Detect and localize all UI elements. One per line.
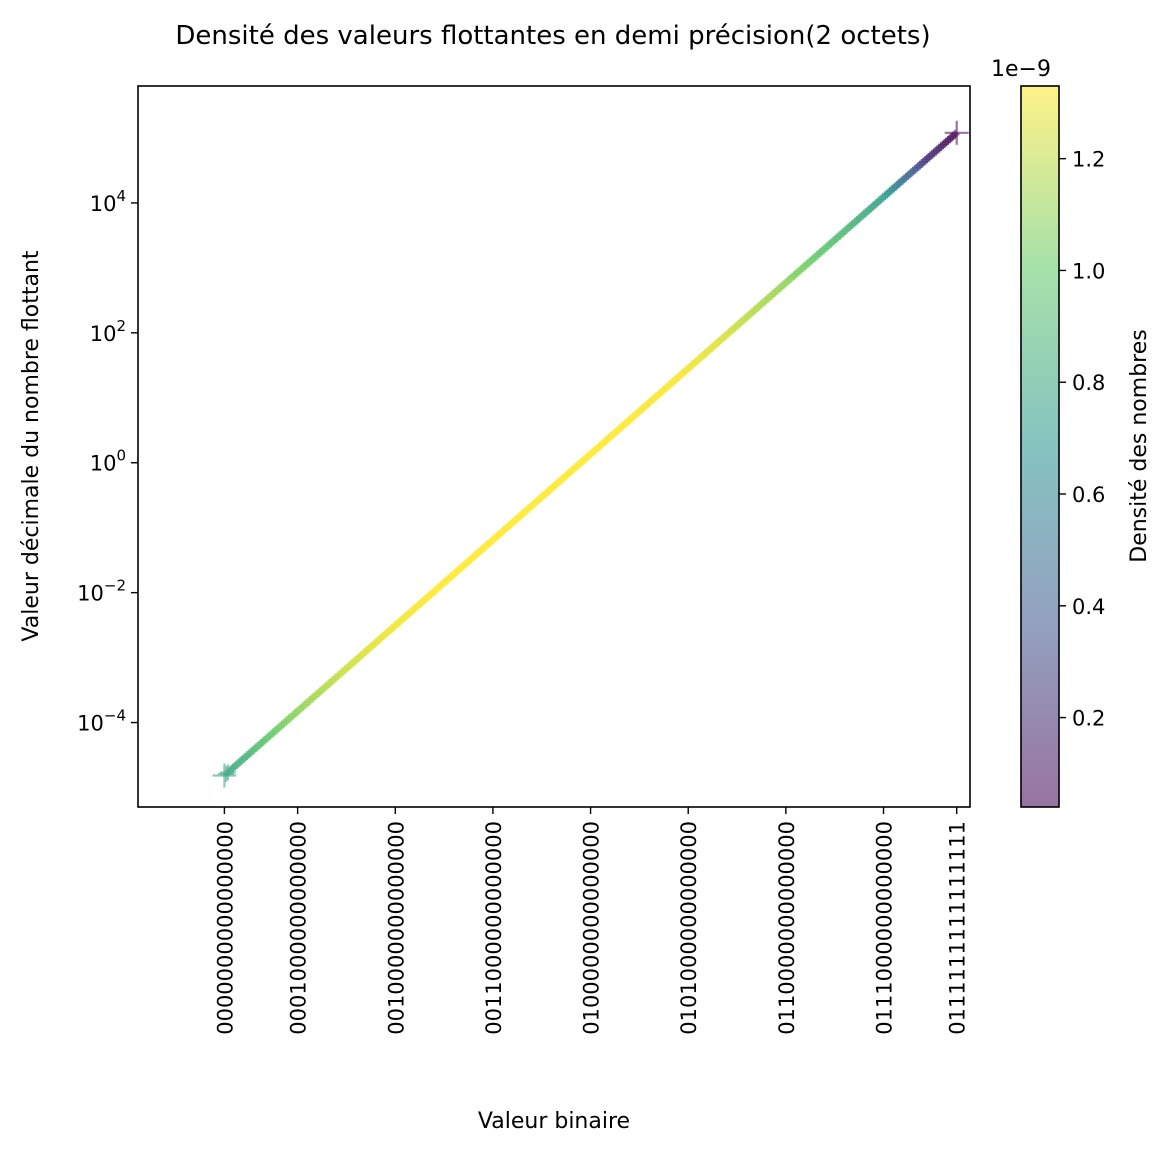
colorbar-tick-label: 1.2 [1072, 148, 1105, 172]
data-point [219, 764, 236, 781]
y-axis-label: Valeur décimale du nombre flottant [19, 250, 44, 641]
data-point [218, 765, 235, 782]
colorbar: 0.2 0.4 0.6 0.8 1.0 1.2 1e−9 Densité des nomb… [991, 57, 1152, 808]
colorbar-tick-label: 1.0 [1072, 259, 1105, 283]
axes-background [138, 86, 970, 807]
colorbar-tick-label: 0.4 [1072, 595, 1105, 619]
data-point [950, 129, 960, 139]
plot-area [137, 85, 971, 808]
x-axis-label: Valeur binaire [478, 1109, 630, 1134]
x-tick-label: 0001000000000000 [287, 821, 311, 1035]
x-tick-label: 0100000000000000 [580, 821, 604, 1035]
axes-frame [137, 85, 971, 808]
colorbar-label: Densité des nombres [1127, 329, 1152, 562]
colorbar-tick-label: 0.8 [1072, 371, 1105, 395]
y-tick-label: 102 [90, 317, 126, 346]
data-points [212, 120, 969, 788]
colorbar-offset: 1e−9 [991, 57, 1051, 82]
colorbar-tick-label: 0.2 [1072, 707, 1105, 731]
x-axis: 0000000000000000 0001000000000000 00100000… [213, 807, 970, 1035]
colorbar-gradient [1021, 86, 1059, 807]
x-tick-label: 0000000000000000 [213, 821, 237, 1035]
colorbar-tick-label: 0.6 [1072, 483, 1105, 507]
data-point [944, 120, 969, 145]
x-tick-label: 0111111111111111 [946, 821, 970, 1035]
x-tick-label: 0010000000000000 [384, 821, 408, 1035]
colorbar-frame [1020, 85, 1060, 808]
x-tick-label: 0011000000000000 [482, 821, 506, 1035]
x-tick-label: 0111000000000000 [873, 821, 897, 1035]
x-tick-label: 0110000000000000 [775, 821, 799, 1035]
chart-title: Densité des valeurs flottantes en demi p… [175, 21, 930, 51]
data-point [212, 763, 237, 788]
colorbar-ticks: 0.2 0.4 0.6 0.8 1.0 1.2 [1059, 148, 1105, 731]
x-tick-label: 0101000000000000 [677, 821, 701, 1035]
